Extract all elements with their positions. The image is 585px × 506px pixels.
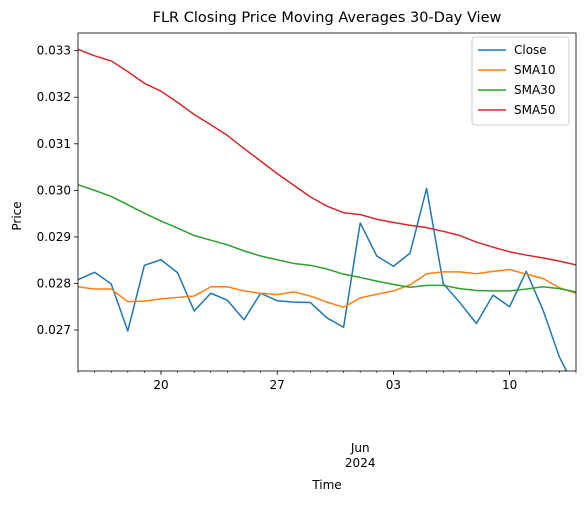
- legend-label-sma30: SMA30: [514, 83, 555, 97]
- x-month-label: Jun: [350, 441, 370, 455]
- legend: Close SMA10 SMA30 SMA50: [471, 36, 570, 126]
- y-tick-label: 0.030: [37, 183, 71, 197]
- y-tick-label: 0.033: [37, 44, 71, 58]
- y-tick-label: 0.029: [37, 230, 71, 244]
- y-tick-label: 0.031: [37, 137, 71, 151]
- legend-label-close: Close: [514, 43, 547, 57]
- x-tick-label: 10: [502, 378, 517, 392]
- x-tick-label: 03: [386, 378, 401, 392]
- legend-box: [471, 36, 570, 126]
- y-axis: 0.027 0.028 0.029 0.030 0.031 0.032 0.033: [37, 44, 78, 337]
- y-axis-label: Price: [10, 201, 24, 230]
- y-tick-label: 0.032: [37, 90, 71, 104]
- x-tick-label: 27: [270, 378, 285, 392]
- series-line-sma10: [78, 268, 576, 308]
- x-axis-label: Time: [311, 478, 341, 492]
- series-line-close: [78, 187, 568, 371]
- plot-lines: [78, 48, 576, 371]
- series-line-sma50: [78, 48, 576, 266]
- x-year-label: 2024: [345, 456, 376, 470]
- x-tick-label: 20: [153, 378, 168, 392]
- plot-frame: [77, 32, 577, 372]
- legend-label-sma50: SMA50: [514, 103, 555, 117]
- x-axis: 20 27 03 10: [77, 371, 577, 392]
- y-tick-label: 0.028: [37, 276, 71, 290]
- chart-title: FLR Closing Price Moving Averages 30-Day…: [153, 10, 502, 26]
- series-line-sma30: [78, 184, 576, 293]
- legend-label-sma10: SMA10: [514, 63, 555, 77]
- y-tick-label: 0.027: [37, 323, 71, 337]
